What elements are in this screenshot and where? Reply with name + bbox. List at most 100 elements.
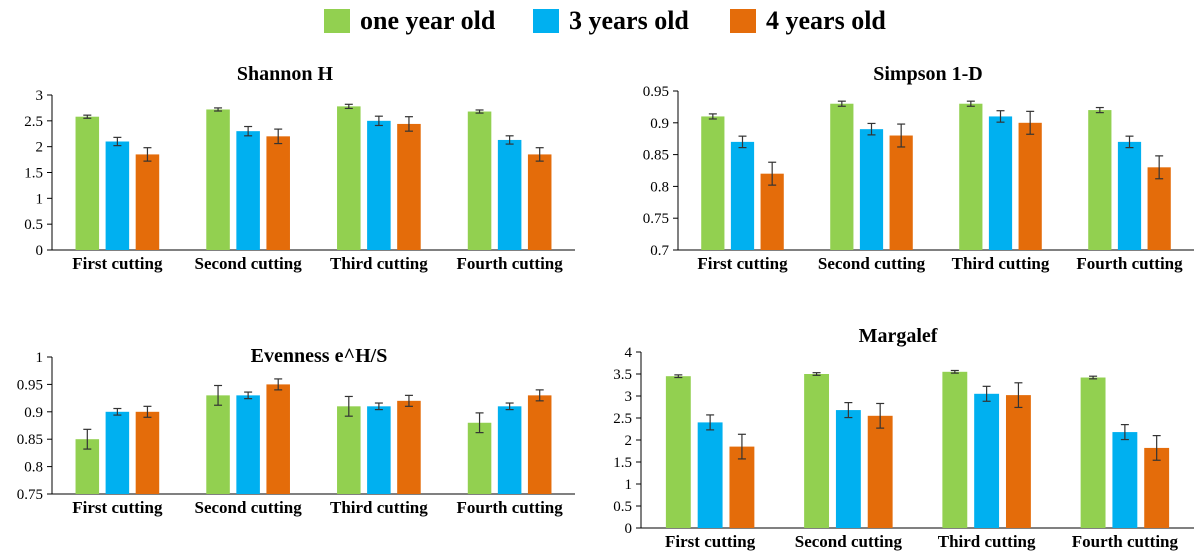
bar-4-years-old-first-cutting	[135, 154, 160, 250]
bar-3-years-old-third-cutting	[367, 406, 391, 494]
bar-3-years-old-fourth-cutting	[497, 139, 522, 250]
bar-one-year-old-first-cutting	[665, 376, 691, 528]
y-tick-label: 3	[625, 389, 633, 405]
bar-3-years-old-fourth-cutting	[497, 406, 522, 494]
bar-4-years-old-fourth-cutting	[527, 395, 552, 494]
x-tick-label: Second cutting	[195, 498, 303, 517]
bar-one-year-old-second-cutting	[206, 109, 230, 250]
bar-one-year-old-first-cutting	[701, 116, 725, 250]
x-tick-label: First cutting	[72, 254, 163, 273]
y-tick-label: 0.75	[17, 487, 43, 503]
bar-3-years-old-fourth-cutting	[1112, 432, 1138, 528]
y-tick-label: 1.5	[613, 455, 632, 471]
x-tick-label: Third cutting	[330, 498, 428, 517]
evenness-chart: Evenness e^H/S 0.75 0.8 0.85 0.9 0.95 1 First c…	[17, 345, 575, 517]
y-tick-label: 0	[36, 243, 44, 259]
y-tick-label: 1	[625, 477, 633, 493]
margalef-chart: Margalef 0 0.5 1 1.5 2 2.5 3 3.5 4 First cutting Se…	[613, 325, 1194, 551]
legend-swatch-one-year-old	[324, 9, 350, 33]
bar-one-year-old-first-cutting	[75, 116, 100, 250]
bar-one-year-old-fourth-cutting	[1088, 110, 1112, 250]
y-tick-label: 0.85	[17, 432, 43, 448]
y-tick-label: 2	[625, 433, 633, 449]
bar-one-year-old-fourth-cutting	[1080, 377, 1106, 528]
bar-one-year-old-third-cutting	[959, 103, 983, 250]
legend-label: one year old	[360, 6, 496, 35]
x-tick-label: First cutting	[697, 254, 788, 273]
y-tick-label: 0.8	[650, 179, 669, 195]
bar-3-years-old-fourth-cutting	[1117, 141, 1142, 250]
legend-label: 4 years old	[766, 6, 886, 35]
y-tick-label: 3	[36, 88, 44, 104]
bar-3-years-old-second-cutting	[236, 131, 260, 250]
bar-3-years-old-first-cutting	[697, 422, 723, 528]
y-tick-label: 0.95	[643, 84, 669, 100]
y-tick-label: 1	[36, 191, 44, 207]
shannon-chart: Shannon H 0 0.5 1 1.5 2 2.5 3 First cutting Secon…	[24, 63, 575, 273]
bar-3-years-old-second-cutting	[835, 410, 861, 528]
chart-title: Margalef	[859, 325, 938, 347]
bar-4-years-old-fourth-cutting	[527, 154, 552, 250]
y-tick-label: 0.95	[17, 377, 43, 393]
y-tick-label: 3.5	[613, 367, 632, 383]
legend-item-4-years-old: 4 years old	[730, 6, 886, 36]
bar-one-year-old-third-cutting	[337, 406, 361, 494]
bar-3-years-old-third-cutting	[974, 393, 1000, 528]
y-tick-label: 0.8	[24, 460, 43, 476]
bar-4-years-old-third-cutting	[1018, 122, 1042, 250]
x-tick-label: Third cutting	[330, 254, 428, 273]
bar-3-years-old-first-cutting	[730, 141, 755, 250]
y-tick-label: 0.75	[643, 211, 669, 227]
x-tick-label: Fourth cutting	[457, 254, 564, 273]
chart-title: Simpson 1-D	[873, 63, 982, 85]
y-tick-label: 2	[36, 140, 44, 156]
chart-title: Evenness e^H/S	[251, 345, 388, 367]
y-tick-label: 0.9	[650, 116, 669, 132]
y-tick-label: 0.5	[613, 499, 632, 515]
y-tick-label: 0	[625, 521, 633, 537]
bar-one-year-old-second-cutting	[804, 374, 830, 528]
x-tick-label: Second cutting	[818, 254, 926, 273]
y-tick-label: 0.85	[643, 148, 669, 164]
x-tick-label: Fourth cutting	[1076, 254, 1183, 273]
bar-4-years-old-third-cutting	[397, 400, 421, 494]
x-tick-label: First cutting	[665, 532, 756, 551]
y-tick-label: 0.9	[24, 405, 43, 421]
bar-3-years-old-third-cutting	[988, 116, 1013, 250]
bar-3-years-old-first-cutting	[105, 411, 130, 494]
bar-one-year-old-second-cutting	[206, 395, 230, 494]
x-tick-label: Fourth cutting	[457, 498, 564, 517]
chart-title: Shannon H	[237, 63, 334, 85]
legend-item-one-year-old: one year old	[324, 6, 495, 36]
x-tick-label: Second cutting	[795, 532, 903, 551]
bar-4-years-old-second-cutting	[266, 384, 290, 494]
bar-3-years-old-first-cutting	[105, 141, 130, 250]
bar-4-years-old-first-cutting	[760, 173, 784, 250]
legend-swatch-4-years-old	[730, 9, 756, 33]
bar-4-years-old-third-cutting	[1005, 395, 1031, 528]
bar-4-years-old-second-cutting	[867, 415, 893, 528]
bar-4-years-old-second-cutting	[889, 135, 913, 250]
bar-4-years-old-third-cutting	[397, 123, 421, 250]
y-tick-label: 4	[625, 345, 633, 361]
legend-item-3-years-old: 3 years old	[533, 6, 689, 36]
x-tick-label: Third cutting	[938, 532, 1036, 551]
legend: one year old 3 years old 4 years old	[0, 4, 1201, 40]
y-tick-label: 1.5	[24, 166, 43, 182]
bar-4-years-old-first-cutting	[729, 446, 755, 528]
simpson-chart: Simpson 1-D 0.7 0.75 0.8 0.85 0.9 0.95 First cu…	[643, 63, 1194, 273]
y-tick-label: 1	[36, 350, 44, 366]
legend-label: 3 years old	[569, 6, 689, 35]
y-tick-label: 0.7	[650, 243, 669, 259]
legend-swatch-3-years-old	[533, 9, 559, 33]
bar-4-years-old-fourth-cutting	[1147, 167, 1171, 250]
bar-one-year-old-fourth-cutting	[467, 422, 492, 494]
y-tick-label: 2.5	[24, 114, 43, 130]
x-tick-label: First cutting	[72, 498, 163, 517]
bar-3-years-old-second-cutting	[236, 395, 260, 494]
x-tick-label: Second cutting	[195, 254, 303, 273]
bar-4-years-old-fourth-cutting	[1144, 447, 1170, 528]
bar-one-year-old-second-cutting	[830, 103, 854, 250]
bar-3-years-old-third-cutting	[367, 120, 391, 250]
x-tick-label: Third cutting	[952, 254, 1050, 273]
